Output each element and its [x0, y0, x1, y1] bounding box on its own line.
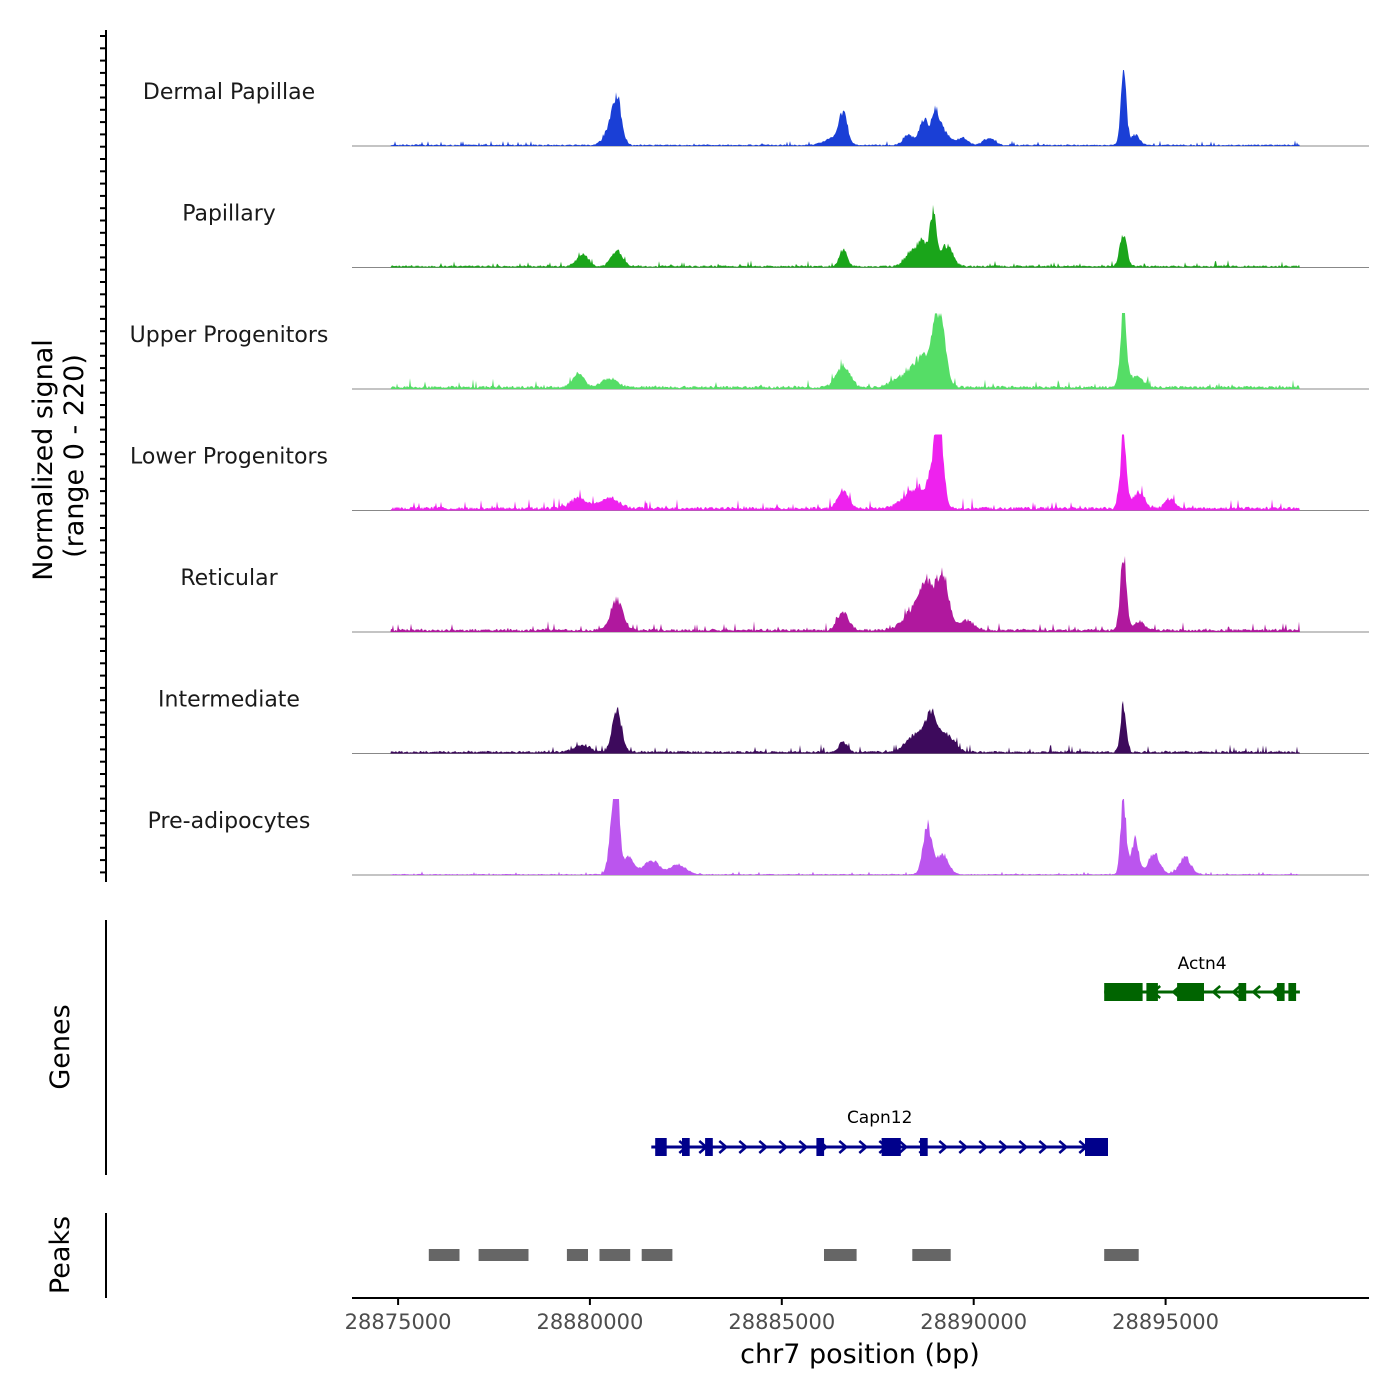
signal-area	[390, 556, 1300, 632]
track-dermal-papillae: Dermal Papillae	[143, 70, 1369, 147]
exon	[1085, 1138, 1108, 1156]
peak-region	[641, 1249, 673, 1261]
exon	[682, 1138, 690, 1156]
peak-region	[428, 1249, 460, 1261]
exon	[816, 1138, 825, 1156]
strand-arrow	[978, 1140, 989, 1154]
track-label: Reticular	[180, 566, 278, 591]
strand-arrow	[938, 1140, 949, 1154]
track-upper-progenitors: Upper Progenitors	[130, 313, 1369, 390]
strand-arrow	[1058, 1140, 1069, 1154]
exon	[1288, 983, 1297, 1001]
genes-y-axis-title: Genes	[45, 1004, 76, 1089]
x-tick-label: 28890000	[920, 1310, 1027, 1334]
peak-region	[824, 1249, 857, 1261]
peak-regions	[428, 1249, 1139, 1261]
signal-y-axis-title-line2: (range 0 - 220)	[59, 354, 90, 558]
signal-area	[390, 70, 1300, 146]
strand-arrow	[738, 1140, 749, 1154]
peak-region	[912, 1249, 951, 1261]
exon	[1276, 983, 1285, 1001]
gene-models: Actn4 Capn12	[651, 954, 1300, 1156]
track-reticular: Reticular	[180, 556, 1369, 633]
strand-arrow	[778, 1140, 789, 1154]
signal-area	[390, 434, 1300, 511]
exon	[920, 1138, 928, 1156]
gene-label: Actn4	[1178, 954, 1227, 974]
exon	[705, 1138, 713, 1156]
track-label: Upper Progenitors	[130, 323, 329, 348]
signal-area	[390, 700, 1300, 754]
signal-y-axis-title-line1: Normalized signal	[28, 339, 59, 581]
track-papillary: Papillary	[182, 202, 1369, 268]
strand-arrow	[858, 1140, 869, 1154]
signal-y-axis-ticks	[100, 35, 106, 874]
exon	[881, 1138, 901, 1156]
exon	[1238, 983, 1247, 1001]
strand-arrow	[958, 1140, 969, 1154]
strand-arrow	[718, 1140, 729, 1154]
strand-arrow	[798, 1140, 809, 1154]
x-axis-ticks: 28875000 28880000 28885000 28890000 28895000	[345, 1298, 1219, 1334]
x-tick-label: 28875000	[345, 1310, 452, 1334]
peak-region	[566, 1249, 588, 1261]
strand-arrow	[998, 1140, 1009, 1154]
peak-region	[478, 1249, 529, 1261]
exon	[1177, 983, 1204, 1001]
track-lower-progenitors: Lower Progenitors	[130, 434, 1369, 511]
gene-capn12: Capn12	[651, 1108, 1108, 1156]
signal-area	[390, 799, 1300, 875]
track-label: Pre-adipocytes	[148, 809, 311, 834]
x-tick-label: 28885000	[728, 1310, 835, 1334]
signal-area	[390, 313, 1300, 389]
signal-tracks: Dermal Papillae Papillary Upper Progenitor…	[130, 70, 1369, 876]
track-intermediate: Intermediate	[158, 688, 1369, 754]
exon	[1146, 983, 1158, 1001]
strand-arrow	[1038, 1140, 1049, 1154]
peak-region	[599, 1249, 631, 1261]
gene-label: Capn12	[847, 1108, 913, 1128]
track-label: Papillary	[182, 202, 276, 227]
track-label: Dermal Papillae	[143, 80, 315, 105]
peaks-y-axis-title: Peaks	[45, 1216, 76, 1294]
strand-arrow	[1231, 985, 1242, 999]
exon	[1104, 983, 1143, 1001]
exon	[655, 1138, 667, 1156]
strand-arrow	[838, 1140, 849, 1154]
track-label: Intermediate	[158, 688, 300, 713]
track-pre-adipocytes: Pre-adipocytes	[148, 799, 1369, 876]
strand-arrow	[1211, 985, 1222, 999]
signal-area	[390, 204, 1300, 268]
peak-region	[1104, 1249, 1139, 1261]
x-tick-label: 28895000	[1112, 1310, 1219, 1334]
x-tick-label: 28880000	[536, 1310, 643, 1334]
strand-arrow	[758, 1140, 769, 1154]
strand-arrow	[1018, 1140, 1029, 1154]
track-label: Lower Progenitors	[130, 445, 328, 470]
strand-arrow	[898, 1140, 909, 1154]
strand-arrow	[1251, 985, 1262, 999]
gene-actn4: Actn4	[1104, 954, 1300, 1001]
x-axis-title: chr7 position (bp)	[740, 1339, 980, 1370]
